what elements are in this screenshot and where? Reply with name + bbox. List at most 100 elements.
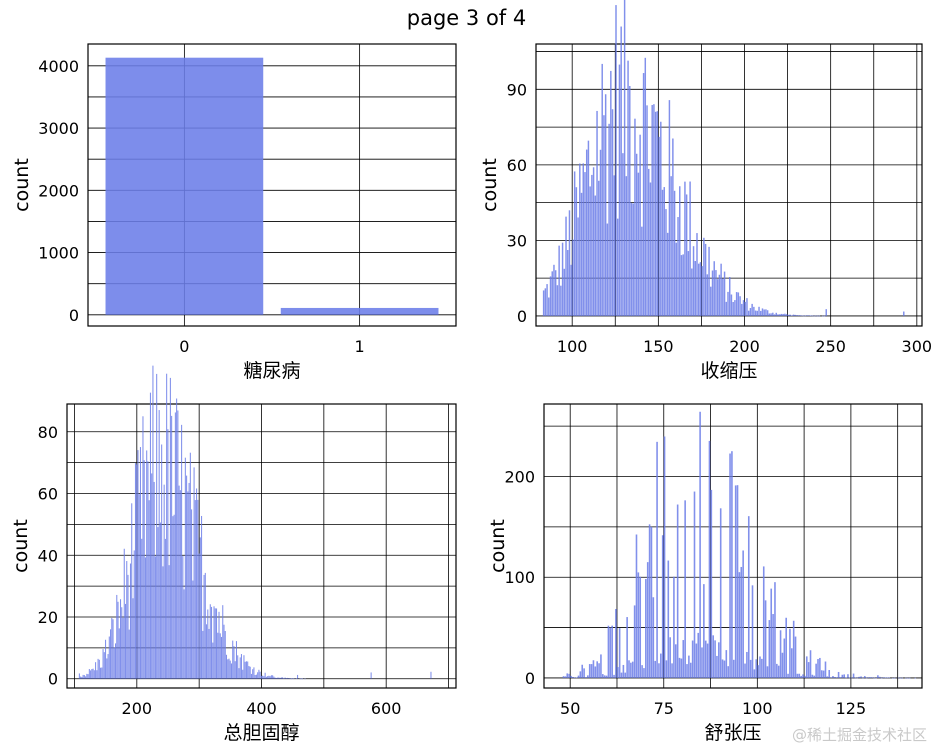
histogram-bar bbox=[194, 500, 196, 679]
histogram-bar bbox=[761, 308, 764, 316]
histogram-bar bbox=[590, 664, 593, 678]
histogram-bar bbox=[778, 314, 781, 316]
histogram-bar bbox=[665, 209, 667, 316]
histogram-bar bbox=[247, 661, 249, 679]
histogram-bar bbox=[648, 524, 651, 678]
histogram-bar bbox=[755, 659, 758, 678]
histogram-bar bbox=[615, 5, 617, 316]
histogram-bar bbox=[639, 576, 642, 678]
histogram-bar bbox=[113, 647, 115, 679]
y-tick-label: 0 bbox=[69, 306, 79, 325]
x-axis-label: 糖尿病 bbox=[243, 360, 300, 382]
histogram-bar bbox=[723, 660, 726, 678]
histogram-bar bbox=[159, 522, 161, 679]
bar-0 bbox=[105, 57, 264, 315]
x-tick-label: 100 bbox=[557, 337, 588, 356]
histogram-bar bbox=[787, 314, 790, 316]
histogram-bar bbox=[630, 662, 632, 678]
histogram-bar bbox=[563, 268, 566, 316]
histogram-bar bbox=[97, 658, 99, 679]
histogram-bar bbox=[682, 254, 684, 316]
histogram-bar bbox=[871, 677, 874, 678]
histogram-bar bbox=[240, 654, 242, 679]
histogram-bar bbox=[701, 647, 703, 678]
histogram-bar bbox=[611, 625, 613, 678]
histogram-bar bbox=[770, 313, 772, 316]
histogram-bar bbox=[580, 192, 583, 316]
histogram-bar bbox=[152, 365, 154, 679]
histogram-bar bbox=[733, 659, 735, 678]
histogram-bar bbox=[264, 672, 266, 679]
watermark: @稀土掘金技术社区 bbox=[791, 726, 927, 744]
histogram-bar bbox=[623, 0, 626, 316]
histogram-bar bbox=[275, 677, 277, 679]
histogram-bar bbox=[667, 560, 670, 678]
histogram-bar bbox=[754, 310, 757, 316]
histogram-bar bbox=[854, 677, 857, 679]
histogram-bar bbox=[706, 643, 709, 678]
histogram-bar bbox=[637, 172, 640, 316]
histogram-bar bbox=[239, 657, 241, 679]
histogram-bar bbox=[782, 313, 784, 316]
y-axis-label: count bbox=[11, 158, 33, 212]
y-axis-label: count bbox=[487, 519, 509, 573]
histogram-bar bbox=[148, 500, 150, 679]
histogram-bar bbox=[103, 652, 105, 679]
histogram-bar bbox=[230, 663, 233, 679]
histogram-bar bbox=[258, 669, 260, 679]
histogram-bar bbox=[878, 676, 881, 678]
histogram-bar bbox=[573, 171, 576, 316]
histogram-bar bbox=[288, 678, 290, 679]
histogram-bar bbox=[801, 315, 803, 317]
histogram-bar bbox=[744, 301, 746, 316]
histogram-bar bbox=[562, 676, 565, 678]
histogram-bar bbox=[179, 490, 181, 679]
histogram-bar bbox=[274, 677, 276, 679]
histogram-bar bbox=[242, 669, 244, 679]
histogram-bar bbox=[672, 138, 674, 316]
histogram-bar bbox=[903, 311, 905, 316]
histogram-bar bbox=[189, 452, 191, 679]
y-tick-label: 0 bbox=[517, 307, 527, 326]
histogram-bar bbox=[615, 608, 617, 678]
y-axis-label: count bbox=[10, 519, 32, 573]
histogram-bar bbox=[628, 660, 630, 678]
histogram-bar bbox=[742, 550, 744, 678]
histogram-bar bbox=[575, 187, 578, 316]
histogram-bar bbox=[218, 611, 220, 679]
histogram-bar bbox=[675, 242, 678, 316]
histogram-bar bbox=[711, 270, 714, 316]
histogram-bar bbox=[809, 315, 812, 317]
histogram-bar bbox=[166, 373, 168, 679]
histogram-bar bbox=[873, 677, 875, 679]
histogram-bar bbox=[249, 666, 251, 679]
histogram-bar bbox=[592, 167, 595, 316]
histogram-bar bbox=[803, 315, 805, 317]
histogram-bar bbox=[80, 676, 82, 679]
histogram-bar bbox=[710, 286, 712, 316]
histogram-bar bbox=[583, 668, 585, 678]
histogram-bar bbox=[815, 315, 817, 317]
histogram-bar bbox=[811, 674, 814, 678]
histogram-bar bbox=[611, 109, 614, 316]
histogram-bar bbox=[581, 664, 584, 678]
histogram-bar bbox=[587, 675, 589, 678]
histogram-bar bbox=[582, 163, 584, 316]
histogram-bar bbox=[654, 111, 657, 316]
histogram-bar bbox=[704, 243, 707, 316]
histogram-bar bbox=[800, 675, 802, 678]
histogram-bar bbox=[119, 599, 122, 679]
histogram-bar bbox=[161, 444, 163, 679]
histogram-bar bbox=[858, 676, 860, 678]
histogram-bar bbox=[631, 661, 634, 678]
x-tick-label: 300 bbox=[902, 337, 933, 356]
histogram-bar bbox=[893, 677, 896, 679]
histogram-bar bbox=[749, 659, 752, 678]
histogram-bar bbox=[791, 315, 793, 316]
histogram-bar bbox=[808, 315, 810, 316]
histogram-bar bbox=[678, 657, 681, 678]
histogram-bar bbox=[624, 672, 627, 678]
histogram-bar bbox=[213, 606, 215, 679]
histogram-bar bbox=[110, 629, 112, 679]
histogram-bar bbox=[781, 652, 784, 678]
